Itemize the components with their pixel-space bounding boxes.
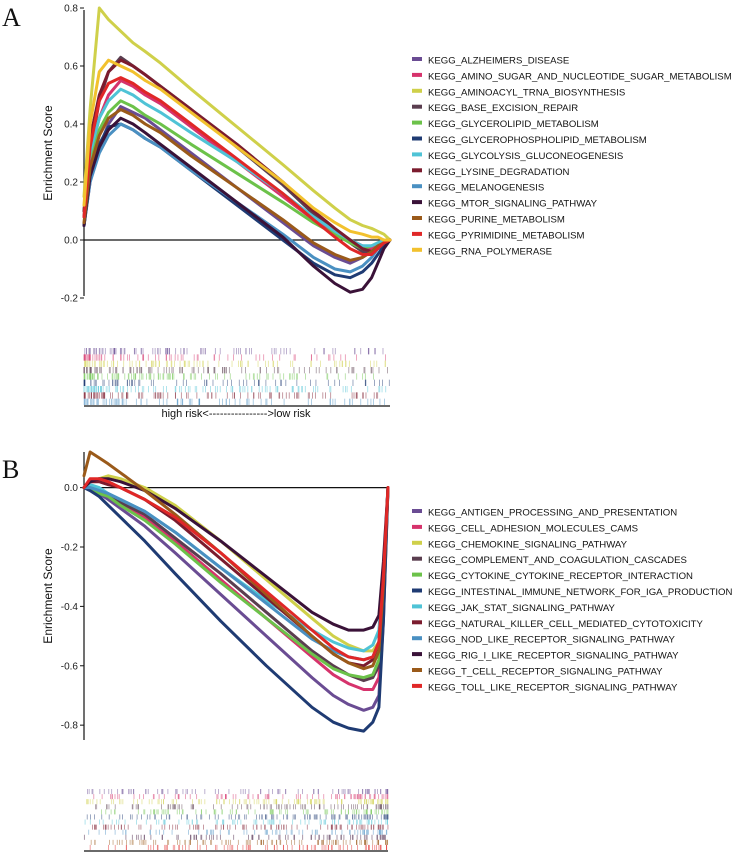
series-line xyxy=(82,477,390,632)
series-line xyxy=(82,116,392,294)
y-tick-label: 0.4 xyxy=(64,120,78,131)
legend-entry: KEGG_ANTIGEN_PROCESSING_AND_PRESENTATION xyxy=(428,508,677,519)
series-line xyxy=(82,108,392,262)
series-line xyxy=(82,486,390,712)
legend-entry: KEGG_AMINOACYL_TRNA_BIOSYNTHESIS xyxy=(428,87,625,98)
legend-swatch xyxy=(412,216,422,220)
legend-swatch xyxy=(412,620,422,625)
legend-entry: KEGG_PURINE_METABOLISM xyxy=(428,215,565,226)
legend-swatch xyxy=(412,152,422,157)
panel-a-label: A xyxy=(2,3,21,32)
y-tick-label: 0.8 xyxy=(64,4,78,15)
series-line xyxy=(82,477,390,662)
legend-entry: KEGG_GLYCEROPHOSPHOLIPID_METABOLISM xyxy=(428,135,647,146)
panel-b-gene-rank-barcode xyxy=(83,789,389,850)
legend-entry: KEGG_TOLL_LIKE_RECEPTOR_SIGNALING_PATHWA… xyxy=(428,682,678,693)
y-tick-label: -0.8 xyxy=(61,721,79,732)
legend-swatch xyxy=(412,88,422,93)
series-line xyxy=(82,486,390,733)
legend-swatch xyxy=(412,668,422,672)
legend-entry: KEGG_ALZHEIMERS_DISEASE xyxy=(428,56,569,67)
legend-swatch xyxy=(412,184,422,189)
legend-entry: KEGG_GLYCEROLIPID_METABOLISM xyxy=(428,119,599,130)
series-line xyxy=(82,486,390,680)
y-tick-label: -0.2 xyxy=(61,543,79,554)
y-tick-label: -0.6 xyxy=(61,661,79,672)
series-line xyxy=(82,474,390,653)
series-line xyxy=(82,87,392,248)
legend-swatch xyxy=(412,247,422,252)
legend-entry: KEGG_JAK_STAT_SIGNALING_PATHWAY xyxy=(428,603,616,614)
legend-swatch xyxy=(412,104,422,109)
legend-entry: KEGG_RNA_POLYMERASE xyxy=(428,246,552,257)
legend-swatch xyxy=(412,556,422,561)
legend-swatch xyxy=(412,72,422,77)
legend-entry: KEGG_CHEMOKINE_SIGNALING_PATHWAY xyxy=(428,539,628,550)
series-line xyxy=(82,450,390,671)
legend-swatch xyxy=(412,652,422,657)
series-line xyxy=(82,122,392,280)
legend-swatch xyxy=(412,524,422,529)
panel-b-label: B xyxy=(2,455,19,484)
legend-entry: KEGG_AMINO_SUGAR_AND_NUCLEOTIDE_SUGAR_ME… xyxy=(428,71,732,82)
y-tick-label: 0.6 xyxy=(64,62,78,73)
series-line xyxy=(82,55,392,256)
legend-entry: KEGG_MELANOGENESIS xyxy=(428,183,544,194)
y-tick-label: 0.0 xyxy=(64,236,78,247)
legend-swatch xyxy=(412,588,422,593)
y-axis-label: Enrichment Score xyxy=(41,548,55,644)
legend-entry: KEGG_LYSINE_DEGRADATION xyxy=(428,167,570,178)
legend-swatch xyxy=(412,57,422,61)
legend-entry: KEGG_COMPLEMENT_AND_COAGULATION_CASCADES xyxy=(428,555,687,566)
legend-entry: KEGG_CELL_ADHESION_MOLECULES_CAMS xyxy=(428,523,638,534)
legend-entry: KEGG_MTOR_SIGNALING_PATHWAY xyxy=(428,199,598,210)
series-line xyxy=(82,6,392,242)
legend-swatch xyxy=(412,683,422,688)
y-tick-label: -0.2 xyxy=(61,294,79,305)
legend-entry: KEGG_NATURAL_KILLER_CELL_MEDIATED_CYTOTO… xyxy=(428,619,704,630)
legend-swatch xyxy=(412,231,422,236)
series-line xyxy=(82,58,392,254)
legend-entry: KEGG_T_CELL_RECEPTOR_SIGNALING_PATHWAY xyxy=(428,667,663,678)
legend-swatch xyxy=(412,200,422,205)
legend-swatch xyxy=(412,168,422,173)
legend-entry: KEGG_NOD_LIKE_RECEPTOR_SIGNALING_PATHWAY xyxy=(428,635,675,646)
legend-swatch xyxy=(412,540,422,545)
legend-swatch xyxy=(412,120,422,125)
legend-entry: KEGG_CYTOKINE_CYTOKINE_RECEPTOR_INTERACT… xyxy=(428,571,693,582)
legend-swatch xyxy=(412,572,422,577)
legend-entry: KEGG_PYRIMIDINE_METABOLISM xyxy=(428,230,585,241)
panel-b-chart: -0.8 -0.6 -0.4 -0.2 0.0 Enrichment Score KEGG_… xyxy=(41,450,732,852)
legend-entry: KEGG_BASE_EXCISION_REPAIR xyxy=(428,103,578,114)
y-tick-label: 0.2 xyxy=(64,178,78,189)
legend-swatch xyxy=(412,604,422,609)
series-line xyxy=(82,58,392,242)
y-tick-label: 0.0 xyxy=(64,483,78,494)
legend-entry: KEGG_RIG_I_LIKE_RECEPTOR_SIGNALING_PATHW… xyxy=(428,651,679,662)
panel-a-x-axis-label: high risk<---------------->low risk xyxy=(161,408,311,420)
y-axis-label: Enrichment Score xyxy=(41,105,55,201)
legend-swatch xyxy=(412,509,422,513)
legend-entry: KEGG_GLYCOLYSIS_GLUCONEOGENESIS xyxy=(428,151,623,162)
panel-a-chart: high risk<---------------->low risk -0.2… xyxy=(41,4,732,421)
series-line xyxy=(82,76,392,256)
y-tick-label: -0.4 xyxy=(61,602,79,613)
legend-swatch xyxy=(412,136,422,141)
panel-a-gene-rank-barcode xyxy=(83,348,390,405)
legend-entry: KEGG_INTESTINAL_IMMUNE_NETWORK_FOR_IGA_P… xyxy=(428,587,732,598)
legend-swatch xyxy=(412,636,422,641)
